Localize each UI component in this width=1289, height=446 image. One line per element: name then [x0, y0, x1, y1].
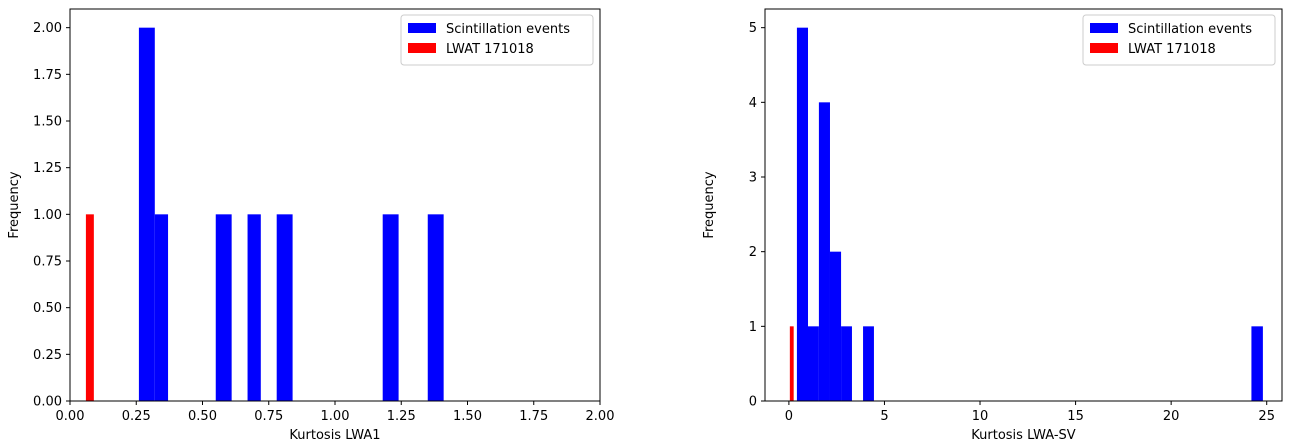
x-tick-label: 25	[1258, 409, 1275, 424]
legend-box	[400, 14, 594, 66]
legend-label-scintillation: Scintillation events	[446, 22, 570, 37]
plot-frame	[764, 8, 1283, 402]
bar-lwat-0	[85, 214, 94, 401]
y-tick-label: 2	[749, 245, 757, 260]
legend-label-lwat: LWAT 171018	[1128, 42, 1216, 57]
legend-label-lwat: LWAT 171018	[446, 42, 534, 57]
y-tick-label: 0.50	[33, 301, 62, 316]
x-tick-label: 0.00	[56, 409, 85, 424]
legend: Scintillation events LWAT 171018	[400, 14, 594, 66]
x-tick-label: 1.75	[519, 409, 548, 424]
bars-group	[85, 27, 444, 402]
y-tick-label: 5	[749, 21, 757, 36]
bar-scintillation-1	[808, 326, 819, 401]
x-tick-label: 0.75	[254, 409, 283, 424]
bar-scintillation-5	[382, 214, 399, 401]
bar-scintillation-6	[427, 214, 444, 401]
y-tick-label: 1.75	[33, 68, 62, 83]
legend-swatch-lwat	[1090, 43, 1118, 53]
y-tick-label: 0.00	[33, 395, 62, 410]
y-tick-label: 1.50	[33, 115, 62, 130]
y-tick-label: 0.25	[33, 348, 62, 363]
y-axis-label: Frequency	[7, 171, 22, 238]
y-tick-label: 1.25	[33, 161, 62, 176]
legend-swatch-scintillation	[408, 23, 436, 33]
x-tick-label: 2.00	[586, 409, 615, 424]
y-tick-label: 4	[749, 96, 757, 111]
x-tick-label: 1.50	[453, 409, 482, 424]
y-ticks: 0.00 0.25 0.50 0.75 1.00 1.25 1.50 1.75 2.00	[33, 21, 70, 410]
y-tick-label: 1	[749, 320, 757, 335]
y-ticks: 0 1 2 3 4 5	[749, 21, 765, 410]
bar-scintillation-3	[247, 214, 261, 401]
y-tick-label: 1.00	[33, 208, 62, 223]
bar-lwat-0	[789, 326, 794, 401]
x-tick-label: 0.25	[122, 409, 151, 424]
histogram-lwa1: 0.00 0.25 0.50 0.75 1.00 1.25 1.50 1.75 2.00 0.0…	[7, 8, 615, 443]
histogram-lwa-sv: 0 5 10 15 20 25 0 1 2 3 4 5 Kurtosis LWA-SV Freque…	[702, 8, 1283, 443]
x-axis-label: Kurtosis LWA1	[289, 428, 380, 443]
x-tick-label: 20	[1163, 409, 1180, 424]
legend-label-scintillation: Scintillation events	[1128, 22, 1252, 37]
x-tick-label: 0.50	[188, 409, 217, 424]
legend-swatch-scintillation	[1090, 23, 1118, 33]
x-tick-label: 5	[880, 409, 888, 424]
bars-group	[789, 27, 1263, 402]
x-tick-label: 1.00	[321, 409, 350, 424]
x-tick-label: 0	[785, 409, 793, 424]
legend-swatch-lwat	[408, 43, 436, 53]
y-tick-label: 3	[749, 171, 757, 186]
bar-scintillation-5	[863, 326, 874, 401]
bar-scintillation-6	[1251, 326, 1263, 401]
bar-scintillation-1	[154, 214, 169, 401]
bar-scintillation-4	[276, 214, 293, 401]
legend: Scintillation events LWAT 171018	[1082, 14, 1276, 66]
y-tick-label: 2.00	[33, 21, 62, 36]
bar-scintillation-0	[138, 27, 155, 402]
bar-scintillation-0	[796, 27, 809, 402]
x-tick-label: 15	[1067, 409, 1084, 424]
x-ticks: 0 5 10 15 20 25	[785, 401, 1275, 424]
y-tick-label: 0.75	[33, 255, 62, 270]
x-tick-label: 1.25	[387, 409, 416, 424]
bar-scintillation-2	[215, 214, 232, 401]
bar-scintillation-4	[841, 326, 852, 401]
plot-frame	[69, 8, 601, 402]
x-axis-label: Kurtosis LWA-SV	[971, 428, 1076, 443]
y-tick-label: 0	[749, 395, 757, 410]
legend-box	[1082, 14, 1276, 66]
y-axis-label: Frequency	[702, 171, 717, 238]
x-tick-label: 10	[972, 409, 989, 424]
bar-scintillation-3	[829, 251, 842, 401]
x-ticks: 0.00 0.25 0.50 0.75 1.00 1.25 1.50 1.75 2.00	[56, 401, 615, 424]
bar-scintillation-2	[818, 102, 830, 401]
